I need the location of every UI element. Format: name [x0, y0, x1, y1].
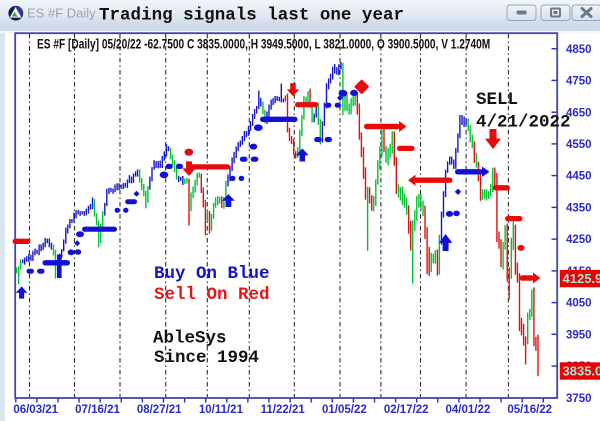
svg-text:4125.98: 4125.98	[563, 271, 600, 286]
svg-text:3835.00: 3835.00	[563, 364, 600, 379]
svg-text:ES #F [Daily] 05/20/22 -62.75: ES #F [Daily] 05/20/22 -62.7500 C 3835.0…	[37, 38, 490, 52]
svg-text:10/11/21: 10/11/21	[199, 404, 244, 416]
svg-text:01/05/22: 01/05/22	[322, 404, 367, 416]
svg-text:SELL: SELL	[476, 90, 518, 110]
svg-text:07/16/21: 07/16/21	[75, 404, 120, 416]
svg-text:Trading signals last one year: Trading signals last one year	[99, 6, 404, 26]
svg-text:AbleSys: AbleSys	[153, 329, 227, 349]
svg-text:4550: 4550	[566, 139, 592, 151]
svg-text:4/21/2022: 4/21/2022	[476, 113, 571, 133]
svg-text:04/01/22: 04/01/22	[446, 404, 491, 416]
svg-text:02/17/22: 02/17/22	[384, 404, 429, 416]
svg-text:4850: 4850	[566, 44, 592, 56]
svg-text:Buy On Blue: Buy On Blue	[154, 264, 270, 284]
svg-text:Sell On Red: Sell On Red	[154, 285, 270, 305]
svg-text:4350: 4350	[566, 203, 592, 215]
svg-text:4450: 4450	[566, 171, 592, 183]
svg-text:06/03/21: 06/03/21	[13, 404, 58, 416]
svg-text:3750: 3750	[566, 393, 592, 405]
svg-text:11/22/21: 11/22/21	[261, 404, 306, 416]
svg-text:ES #F Daily: ES #F Daily	[27, 6, 96, 21]
svg-text:3950: 3950	[566, 329, 592, 341]
svg-text:4650: 4650	[566, 107, 592, 119]
svg-text:4050: 4050	[566, 298, 592, 310]
svg-text:08/27/21: 08/27/21	[137, 404, 182, 416]
svg-text:05/16/22: 05/16/22	[507, 404, 552, 416]
svg-text:4750: 4750	[566, 76, 592, 88]
svg-text:Since 1994: Since 1994	[154, 348, 259, 368]
svg-text:4250: 4250	[566, 234, 592, 246]
